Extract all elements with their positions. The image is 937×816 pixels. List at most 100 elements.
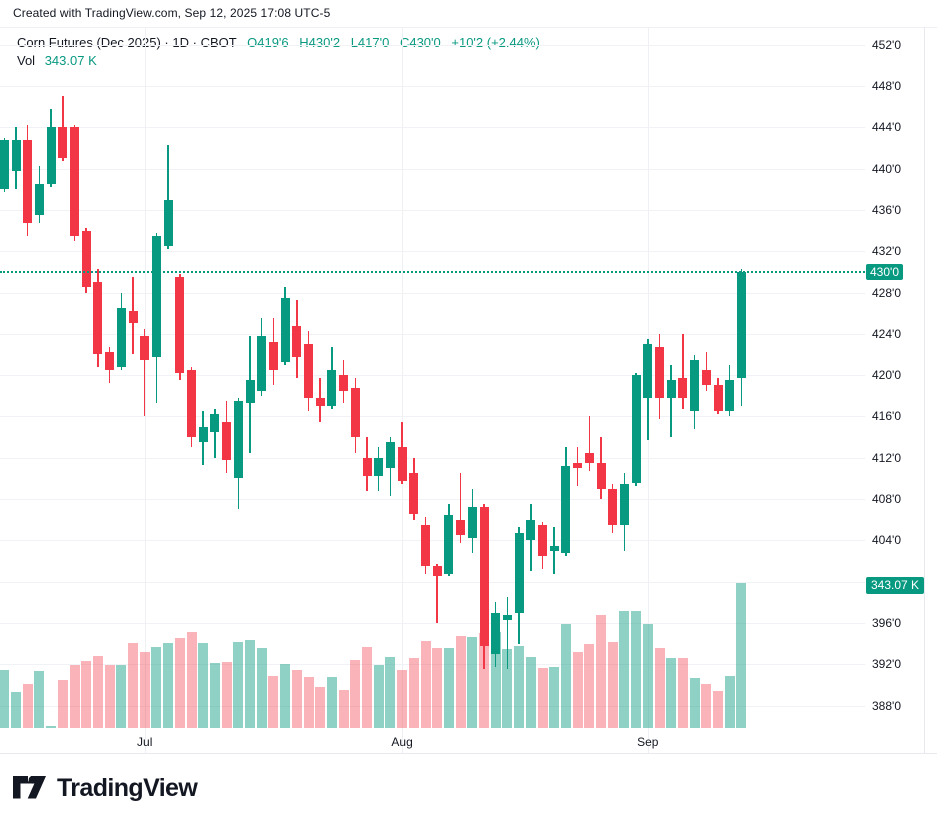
candle-down[interactable] xyxy=(678,377,688,399)
volume-bar-down[interactable] xyxy=(174,638,185,728)
candle-up[interactable] xyxy=(163,199,173,247)
volume-bar-down[interactable] xyxy=(654,648,665,728)
volume-bar-up[interactable] xyxy=(0,669,10,728)
candle-down[interactable] xyxy=(93,282,103,355)
candle-down[interactable] xyxy=(339,375,349,391)
candle-down[interactable] xyxy=(268,341,278,370)
volume-bar-up[interactable] xyxy=(116,664,127,728)
volume-bar-up[interactable] xyxy=(642,623,653,728)
candle-down[interactable] xyxy=(222,421,232,461)
candle-up[interactable] xyxy=(549,545,559,551)
candle-down[interactable] xyxy=(362,457,372,476)
volume-bar-up[interactable] xyxy=(631,610,642,728)
candle-up[interactable] xyxy=(725,380,735,412)
candle-up[interactable] xyxy=(116,308,126,368)
candle-wick[interactable] xyxy=(143,328,146,417)
candle-down[interactable] xyxy=(105,351,115,370)
volume-bar-up[interactable] xyxy=(443,648,454,728)
candle-up[interactable] xyxy=(631,375,641,484)
candle-down[interactable] xyxy=(573,462,583,469)
candle-up[interactable] xyxy=(736,271,746,378)
candle-up[interactable] xyxy=(210,413,220,432)
candle-up[interactable] xyxy=(280,297,290,363)
candle-up[interactable] xyxy=(11,140,21,172)
candle-up[interactable] xyxy=(34,184,44,216)
volume-bar-down[interactable] xyxy=(57,680,68,728)
volume-bar-down[interactable] xyxy=(420,641,431,728)
volume-bar-up[interactable] xyxy=(724,675,735,728)
volume-bar-up[interactable] xyxy=(689,678,700,728)
chart-plot-area[interactable] xyxy=(0,27,937,753)
candle-up[interactable] xyxy=(151,235,161,357)
volume-bar-up[interactable] xyxy=(736,583,747,728)
volume-bar-down[interactable] xyxy=(315,686,326,728)
volume-bar-down[interactable] xyxy=(607,641,618,728)
candle-up[interactable] xyxy=(385,442,395,468)
volume-bar-down[interactable] xyxy=(479,632,489,728)
volume-bar-up[interactable] xyxy=(490,631,501,728)
candle-down[interactable] xyxy=(421,524,430,567)
candle-down[interactable] xyxy=(608,488,618,525)
candle-down[interactable] xyxy=(701,369,711,386)
candle-down[interactable] xyxy=(432,566,442,577)
candle-down[interactable] xyxy=(409,473,419,515)
volume-bar-up[interactable] xyxy=(502,649,513,728)
volume-bar-up[interactable] xyxy=(256,648,267,728)
candle-down[interactable] xyxy=(128,310,138,324)
candle-wick[interactable] xyxy=(670,364,672,438)
candle-up[interactable] xyxy=(467,506,477,538)
candle-wick[interactable] xyxy=(459,473,462,543)
candle-down[interactable] xyxy=(584,452,594,463)
volume-bar-up[interactable] xyxy=(560,624,571,728)
candle-up[interactable] xyxy=(198,426,208,443)
volume-bar-down[interactable] xyxy=(291,669,302,728)
candle-up[interactable] xyxy=(374,457,384,476)
candle-wick[interactable] xyxy=(506,597,509,670)
volume-bar-up[interactable] xyxy=(198,643,209,728)
candle-down[interactable] xyxy=(350,388,360,437)
candle-up[interactable] xyxy=(619,483,629,525)
volume-bar-down[interactable] xyxy=(139,652,150,728)
candle-up[interactable] xyxy=(245,380,255,404)
candle-down[interactable] xyxy=(538,524,547,556)
volume-bar-down[interactable] xyxy=(22,684,33,728)
volume-bar-up[interactable] xyxy=(619,610,630,728)
volume-bar-up[interactable] xyxy=(280,664,291,728)
volume-bar-down[interactable] xyxy=(677,658,688,728)
candle-up[interactable] xyxy=(0,140,9,190)
price-scale[interactable]: 452'0 448'0 444'0 440'0 436'0 432'0 428'0 424'0… xyxy=(865,27,937,753)
volume-bar-down[interactable] xyxy=(455,635,466,728)
volume-bar-up[interactable] xyxy=(385,656,396,728)
candle-down[interactable] xyxy=(70,127,79,236)
candle-up[interactable] xyxy=(46,127,56,185)
candle-wick[interactable] xyxy=(167,145,169,249)
volume-bar-up[interactable] xyxy=(525,657,536,728)
candle-down[interactable] xyxy=(292,326,302,358)
volume-bar-up[interactable] xyxy=(549,666,560,728)
candle-up[interactable] xyxy=(526,519,536,541)
candle-up[interactable] xyxy=(643,344,653,399)
candle-up[interactable] xyxy=(666,380,676,399)
volume-bar-down[interactable] xyxy=(186,631,197,728)
candle-down[interactable] xyxy=(596,462,606,489)
volume-bar-down[interactable] xyxy=(104,664,115,728)
candle-down[interactable] xyxy=(479,506,489,647)
volume-bar-down[interactable] xyxy=(713,691,723,728)
candle-up[interactable] xyxy=(514,532,524,613)
candle-up[interactable] xyxy=(502,615,512,621)
volume-bar-down[interactable] xyxy=(701,683,712,728)
volume-bar-down[interactable] xyxy=(81,661,92,728)
candle-up[interactable] xyxy=(327,369,337,406)
volume-bar-down[interactable] xyxy=(397,669,408,728)
candle-down[interactable] xyxy=(397,447,407,481)
candle-up[interactable] xyxy=(491,612,501,654)
volume-legend[interactable]: Vol 343.07 K xyxy=(17,52,97,69)
volume-bar-up[interactable] xyxy=(467,636,478,728)
candle-down[interactable] xyxy=(304,344,313,399)
volume-bar-up[interactable] xyxy=(163,643,174,728)
volume-bar-down[interactable] xyxy=(69,664,80,728)
volume-bar-down[interactable] xyxy=(408,658,419,728)
volume-bar-down[interactable] xyxy=(350,660,361,728)
candle-down[interactable] xyxy=(140,336,150,360)
candle-down[interactable] xyxy=(315,398,325,406)
